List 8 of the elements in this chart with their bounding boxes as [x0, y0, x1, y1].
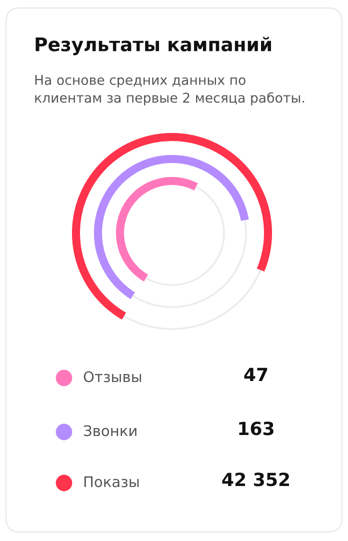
- data-label: 42 352: [222, 472, 289, 486]
- text: Результаты кампаний: [36, 36, 272, 56]
- category-label: Показы: [84, 476, 139, 488]
- data-label: 163: [239, 422, 274, 436]
- category-label: Звонки: [84, 425, 136, 436]
- category-label: Отзывы: [84, 371, 142, 382]
- data-label: 47: [244, 368, 268, 381]
- text: На основе средних данных по клиентам за первые 2 месяца работы.: [35, 75, 304, 106]
